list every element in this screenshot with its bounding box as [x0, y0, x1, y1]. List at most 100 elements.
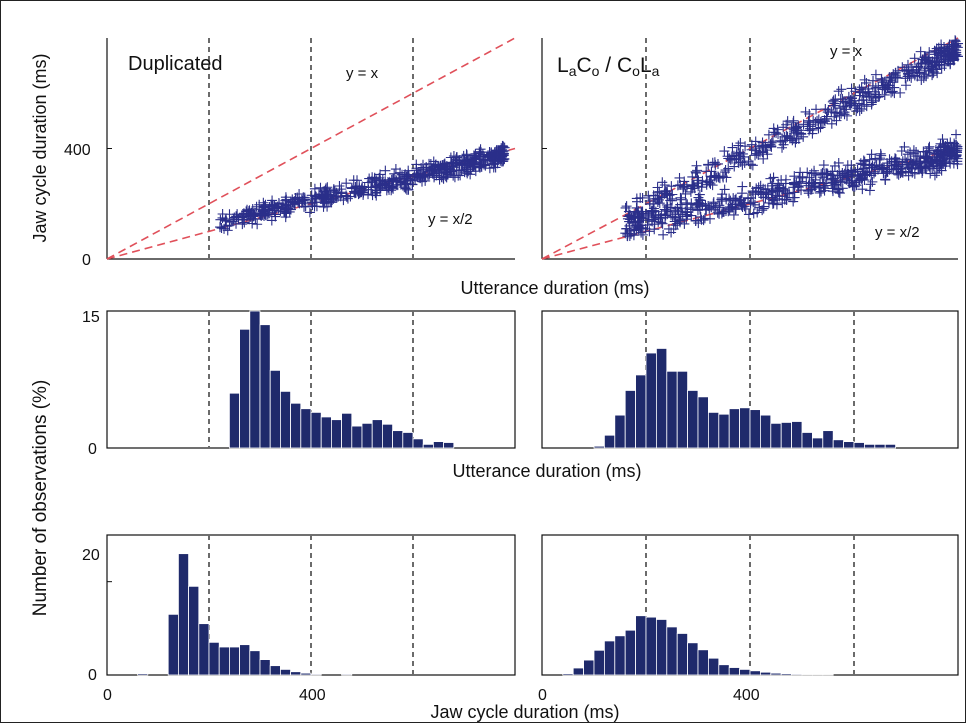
scatter-point: [662, 188, 673, 199]
scatter-point: [915, 162, 926, 173]
hist-utt-duplicated-bar-11: [341, 412, 353, 449]
scatter-point: [643, 190, 654, 201]
hist-jaw-laco-bar-13: [697, 649, 709, 676]
hist-utt-duplicated-bar-9: [320, 416, 332, 449]
scatter-point: [829, 111, 840, 122]
hist-utt-laco-bar-12: [718, 413, 730, 449]
hist-jaw-laco-bar-14: [708, 657, 720, 676]
scatter-point: [734, 148, 745, 159]
scatter-point: [727, 142, 738, 153]
tick-label-y-400: 400: [64, 142, 91, 159]
scatter-point: [784, 188, 795, 199]
tick-label-y-0: 0: [82, 252, 91, 269]
scatter-point: [672, 218, 683, 229]
scatter-point: [856, 82, 867, 93]
scatter-point: [258, 204, 269, 215]
scatter-point: [737, 202, 748, 213]
scatter-point: [712, 207, 723, 218]
hist-utt-duplicated-bar-7: [300, 408, 312, 449]
scatter-point: [277, 198, 288, 209]
scatter-point: [380, 178, 391, 189]
scatter-point: [411, 159, 422, 170]
scatter-point: [949, 54, 960, 65]
hist-utt-duplicated-bar-0: [228, 392, 240, 449]
scatter-point: [828, 95, 839, 106]
hist-jaw-laco-bar-12: [687, 642, 699, 676]
plot-marks: [106, 35, 963, 676]
scatter-point: [836, 177, 847, 188]
hist-jaw-duplicated-bar-12: [259, 659, 271, 676]
hist-utt-duplicated-bar-4: [269, 369, 281, 449]
scatter-point: [921, 147, 932, 158]
scatter-point: [857, 184, 868, 195]
title-part-8: a: [652, 63, 660, 79]
scatter-point: [856, 104, 867, 115]
scatter-point: [746, 144, 757, 155]
scatter-point: [748, 187, 759, 198]
scatter-point: [921, 157, 932, 168]
scatter-point: [654, 198, 665, 209]
scatter-point: [939, 46, 950, 57]
scatter-point: [657, 218, 668, 229]
scatter-point: [758, 153, 769, 164]
scatter-point: [753, 149, 764, 160]
hist-jaw-laco-bar-21: [780, 673, 793, 676]
scatter-point: [693, 192, 704, 203]
scatter-point: [672, 180, 683, 191]
scatter-point: [769, 195, 780, 206]
scatter-point: [781, 119, 792, 130]
hist-utt-laco-bar-4: [635, 374, 647, 449]
scatter-point: [951, 129, 962, 140]
hist-jaw-duplicated-bar-7: [208, 641, 220, 676]
scatter-point: [861, 101, 872, 112]
scatter-point: [311, 201, 322, 212]
scatter-point: [492, 149, 503, 160]
scatter-point: [781, 130, 792, 141]
scatter-point: [680, 188, 691, 199]
scatter-point: [452, 158, 463, 169]
scatter-point: [342, 193, 353, 204]
scatter-point: [754, 147, 765, 158]
scatter-point: [940, 141, 951, 152]
scatter-point: [909, 53, 920, 64]
scatter-laco-ref-line-0: [541, 37, 959, 260]
scatter-point: [810, 170, 821, 181]
scatter-point: [448, 170, 459, 181]
hist-jaw-duplicated-bar-9: [228, 646, 240, 676]
scatter-point: [876, 163, 887, 174]
scatter-point: [948, 48, 959, 59]
scatter-point: [730, 203, 741, 214]
scatter-point: [462, 164, 473, 175]
hist-utt-duplicated-bar-21: [443, 442, 455, 449]
scatter-point: [793, 121, 804, 132]
tick-label-y-0-bot: 0: [88, 667, 97, 684]
scatter-point: [805, 123, 816, 134]
scatter-point: [693, 218, 704, 229]
scatter-point: [390, 175, 401, 186]
scatter-point: [469, 154, 480, 165]
scatter-point: [216, 223, 227, 234]
scatter-point: [270, 211, 281, 222]
scatter-point: [763, 197, 774, 208]
scatter-point: [399, 174, 410, 185]
scatter-point: [875, 148, 886, 159]
hist-utt-duplicated-bar-3: [259, 324, 271, 449]
scatter-point: [314, 189, 325, 200]
line-label-yx-right: y = x: [830, 43, 863, 60]
hist-jaw-laco-bar-7: [635, 615, 647, 676]
scatter-point: [814, 182, 825, 193]
scatter-point: [935, 48, 946, 59]
tick-label-x-400-left: 400: [299, 687, 326, 704]
scatter-point: [242, 204, 253, 215]
scatter-point: [902, 149, 913, 160]
scatter-point: [750, 136, 761, 147]
scatter-point: [776, 175, 787, 186]
scatter-point: [863, 86, 874, 97]
scatter-point: [749, 199, 760, 210]
scatter-point: [747, 160, 758, 171]
scatter-point: [909, 168, 920, 179]
scatter-point: [951, 140, 962, 151]
scatter-point: [721, 172, 732, 183]
title-part-0: L: [557, 54, 569, 77]
scatter-point: [725, 195, 736, 206]
